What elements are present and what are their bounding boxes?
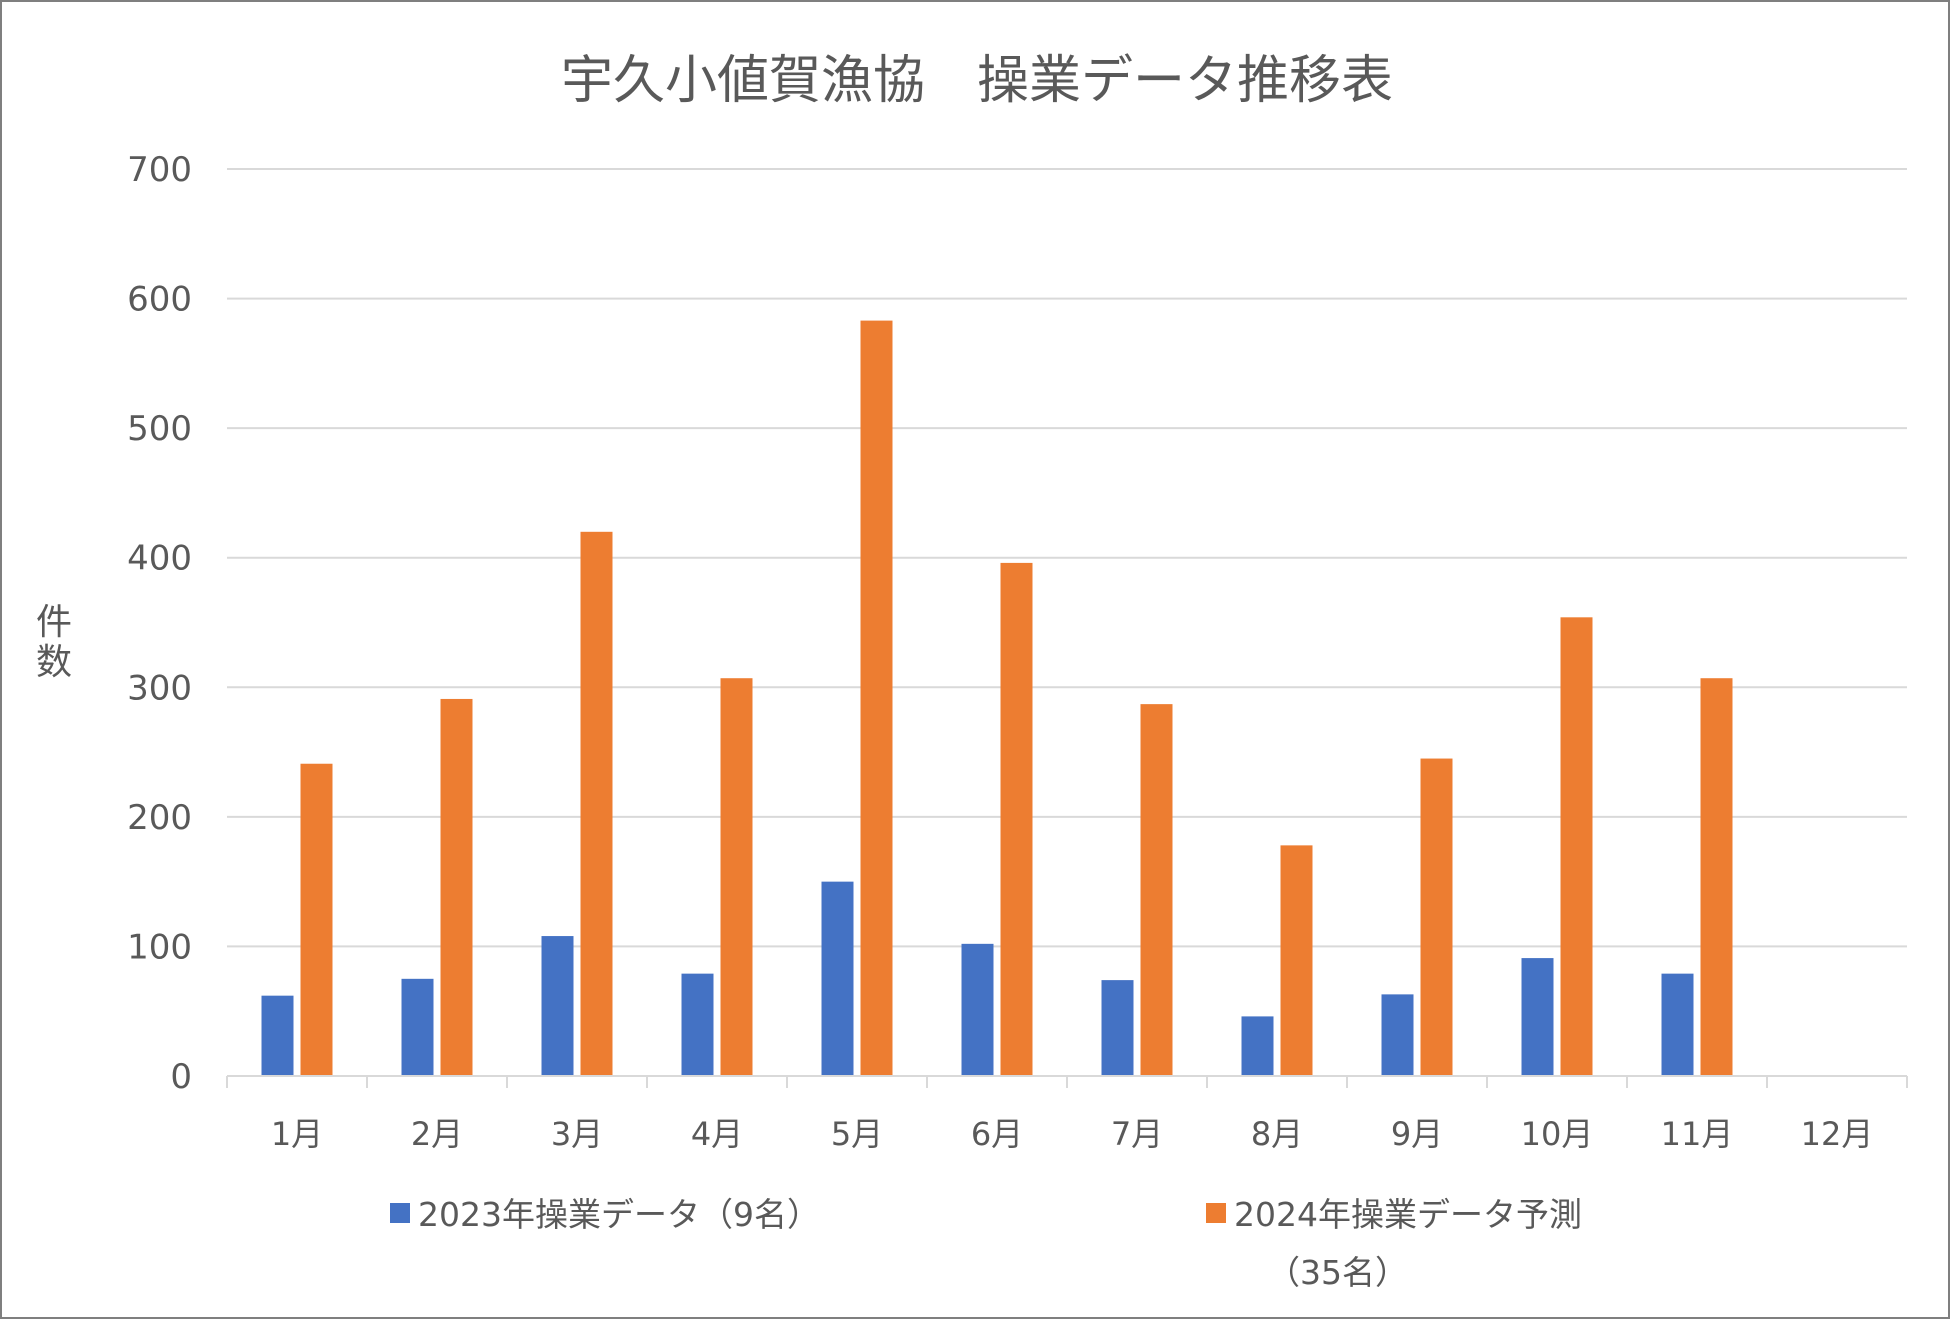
y-tick-label: 300 — [127, 668, 192, 708]
bar-2023-9月[interactable] — [1381, 994, 1414, 1076]
x-category-label: 3月 — [551, 1115, 603, 1153]
y-tick-label: 100 — [127, 927, 192, 967]
bars — [261, 320, 1733, 1076]
bar-2024-4月[interactable] — [720, 678, 753, 1076]
x-category-label: 2月 — [411, 1115, 463, 1153]
x-category-label: 9月 — [1391, 1115, 1443, 1153]
x-category-label: 11月 — [1661, 1115, 1734, 1153]
legend-item-2024[interactable]: 2024年操業データ予測 （35名） — [1206, 1195, 1582, 1292]
y-axis-label-char-2: 数 — [36, 642, 72, 683]
y-tick-label: 0 — [170, 1057, 192, 1097]
legend-label-2024-line1: 2024年操業データ予測 — [1234, 1195, 1582, 1234]
y-tick-label: 200 — [127, 798, 192, 838]
y-tick-label: 600 — [127, 280, 192, 320]
x-category-label: 5月 — [831, 1115, 883, 1153]
legend-label-2023: 2023年操業データ（9名） — [418, 1195, 820, 1234]
bar-2023-5月[interactable] — [821, 881, 854, 1076]
legend-swatch-2023 — [390, 1203, 410, 1223]
bar-2024-1月[interactable] — [300, 763, 333, 1076]
x-axis-categories: 1月 2月 3月 4月 5月 6月 7月 8月 9月 10月 11月 12月 — [271, 1115, 1874, 1153]
y-axis-label-char-1: 件 — [36, 602, 72, 643]
bar-2024-3月[interactable] — [580, 531, 613, 1076]
x-category-label: 10月 — [1521, 1115, 1594, 1153]
bar-2024-6月[interactable] — [1000, 562, 1033, 1076]
legend: 2023年操業データ（9名） 2024年操業データ予測 （35名） — [390, 1195, 1582, 1292]
bar-2024-7月[interactable] — [1140, 704, 1173, 1076]
bar-2024-5月[interactable] — [860, 320, 893, 1076]
y-axis-ticks: 0 100 200 300 400 500 600 700 — [127, 150, 192, 1097]
bar-2024-11月[interactable] — [1700, 678, 1733, 1076]
y-tick-label: 400 — [127, 539, 192, 579]
bar-2023-6月[interactable] — [961, 943, 994, 1076]
bar-2024-8月[interactable] — [1280, 845, 1313, 1076]
bar-2023-7月[interactable] — [1101, 980, 1134, 1076]
bar-2023-11月[interactable] — [1661, 973, 1694, 1076]
bar-2024-9月[interactable] — [1420, 758, 1453, 1076]
bar-2024-10月[interactable] — [1560, 617, 1593, 1076]
x-category-label: 4月 — [691, 1115, 743, 1153]
bar-2023-1月[interactable] — [261, 995, 294, 1076]
x-category-label: 1月 — [271, 1115, 323, 1153]
bar-2024-2月[interactable] — [440, 698, 473, 1076]
bar-2023-4月[interactable] — [681, 973, 714, 1076]
bar-2023-3月[interactable] — [541, 936, 574, 1076]
x-category-label: 6月 — [971, 1115, 1023, 1153]
x-category-label: 7月 — [1111, 1115, 1163, 1153]
x-category-label: 12月 — [1801, 1115, 1874, 1153]
bar-2023-2月[interactable] — [401, 978, 434, 1076]
y-tick-label: 500 — [127, 409, 192, 449]
legend-item-2023[interactable]: 2023年操業データ（9名） — [390, 1195, 820, 1234]
legend-label-2024-line2: （35名） — [1267, 1253, 1408, 1292]
legend-swatch-2024 — [1206, 1203, 1226, 1223]
bar-2023-10月[interactable] — [1521, 958, 1554, 1076]
chart-title: 宇久小値賀漁協 操業データ推移表 — [561, 51, 1393, 111]
x-category-label: 8月 — [1251, 1115, 1303, 1153]
bar-2023-8月[interactable] — [1241, 1016, 1274, 1076]
x-axis — [226, 1075, 1908, 1088]
y-tick-label: 700 — [127, 150, 192, 190]
grid-layer — [227, 168, 1907, 948]
